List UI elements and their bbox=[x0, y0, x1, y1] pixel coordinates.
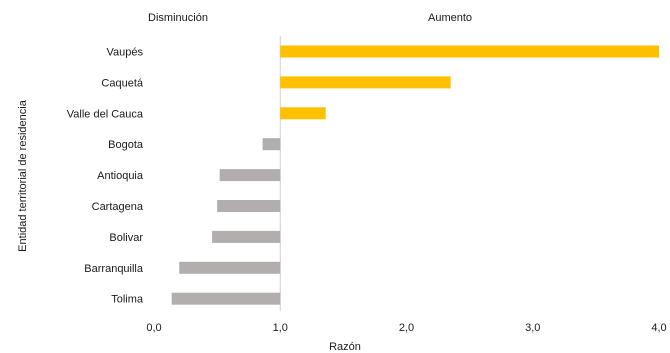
x-tick-label: 4,0 bbox=[651, 322, 666, 334]
x-tick-labels: 0,0 1,0 2,0 3,0 4,0 bbox=[146, 322, 666, 334]
y-axis-label: Entidad territorial de residencia bbox=[17, 99, 29, 252]
category-label: Bogota bbox=[108, 139, 144, 151]
group-label-increase: Aumento bbox=[428, 12, 472, 24]
x-tick-label: 1,0 bbox=[273, 322, 288, 334]
category-labels: Vaupés Caquetá Valle del Cauca Bogota Antioq… bbox=[67, 47, 144, 306]
bar-tolima bbox=[171, 292, 281, 305]
bar-barranquilla bbox=[179, 261, 281, 274]
bars-group bbox=[171, 45, 659, 305]
category-label: Cartagena bbox=[92, 201, 144, 213]
bar-bogota bbox=[262, 138, 281, 151]
category-label: Valle del Cauca bbox=[67, 108, 144, 120]
x-tick-label: 2,0 bbox=[399, 322, 414, 334]
bar-caquet- bbox=[280, 76, 451, 89]
category-label: Vaupés bbox=[107, 47, 144, 59]
category-label: Barranquilla bbox=[84, 263, 144, 275]
category-label: Bolivar bbox=[109, 232, 143, 244]
category-label: Antioquia bbox=[97, 170, 144, 182]
bar-cartagena bbox=[217, 200, 281, 212]
bar-valle-del-cauca bbox=[280, 107, 326, 120]
bar-antioquia bbox=[219, 169, 281, 182]
x-tick-label: 0,0 bbox=[146, 322, 161, 334]
group-label-decrease: Disminución bbox=[148, 12, 208, 24]
category-label: Tolima bbox=[111, 294, 144, 306]
bar-vaup-s bbox=[280, 45, 659, 58]
category-label: Caquetá bbox=[101, 77, 143, 89]
x-tick-label: 3,0 bbox=[525, 322, 540, 334]
bar-bolivar bbox=[212, 230, 281, 243]
x-axis-label: Razón bbox=[329, 341, 361, 353]
